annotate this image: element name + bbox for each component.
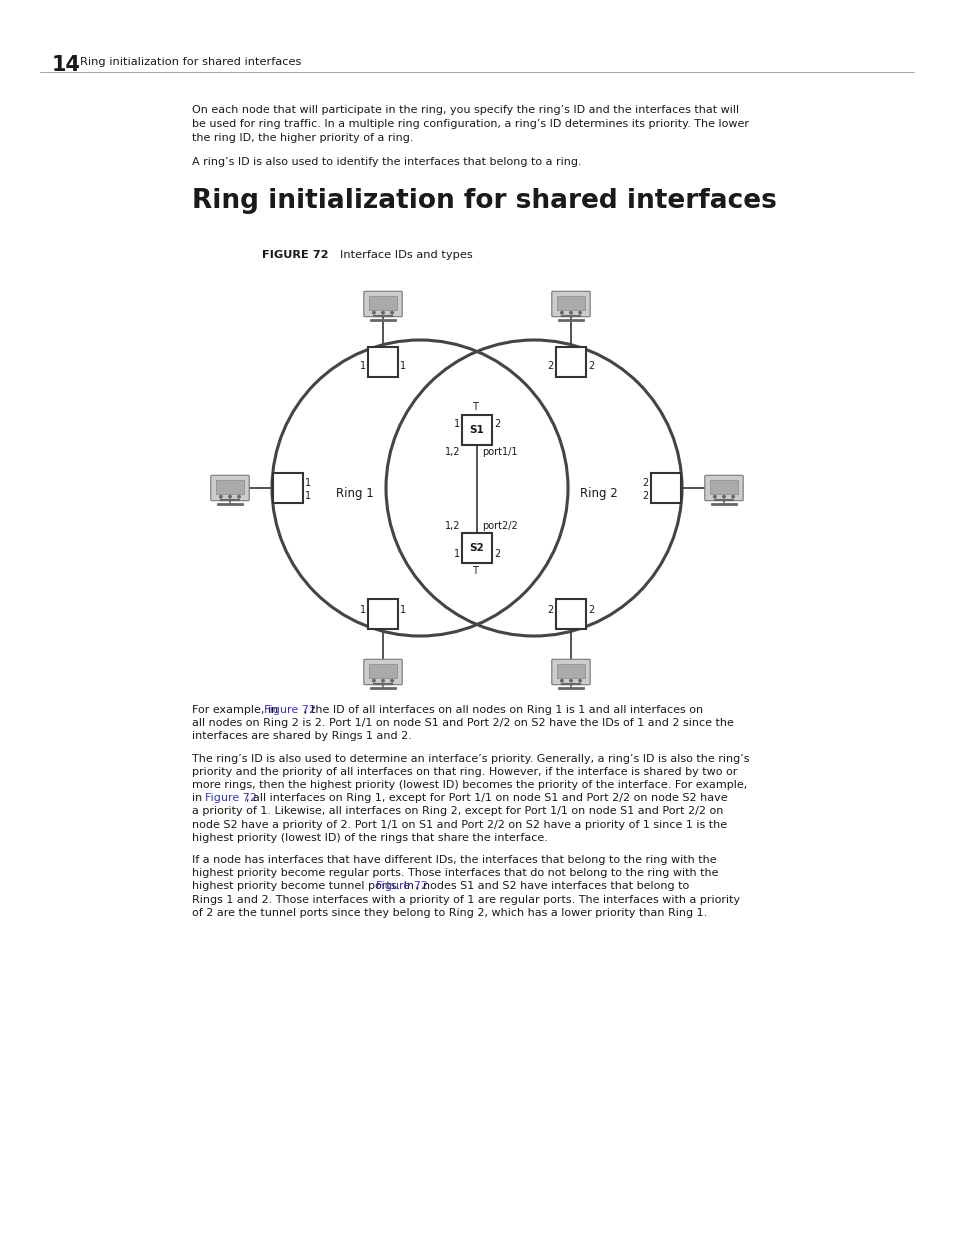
Text: Ring initialization for shared interfaces: Ring initialization for shared interface… — [192, 188, 776, 214]
Circle shape — [391, 311, 393, 314]
Text: Rings 1 and 2. Those interfaces with a priority of 1 are regular ports. The inte: Rings 1 and 2. Those interfaces with a p… — [192, 894, 740, 904]
Circle shape — [569, 311, 572, 314]
Bar — [369, 296, 396, 310]
FancyBboxPatch shape — [363, 291, 402, 316]
Text: S2: S2 — [469, 543, 484, 553]
Text: all nodes on Ring 2 is 2. Port 1/1 on node S1 and Port 2/2 on S2 have the IDs of: all nodes on Ring 2 is 2. Port 1/1 on no… — [192, 719, 733, 729]
Text: 1: 1 — [454, 550, 459, 559]
Circle shape — [722, 495, 724, 498]
Text: , all interfaces on Ring 1, except for Port 1/1 on node S1 and Port 2/2 on node : , all interfaces on Ring 1, except for P… — [246, 793, 726, 803]
Text: 1: 1 — [399, 361, 406, 370]
Text: 2: 2 — [587, 361, 594, 370]
Text: 2: 2 — [547, 605, 554, 615]
Circle shape — [391, 679, 393, 682]
Text: 14: 14 — [52, 56, 81, 75]
Bar — [273, 473, 303, 503]
Text: 2: 2 — [642, 492, 648, 501]
Text: , nodes S1 and S2 have interfaces that belong to: , nodes S1 and S2 have interfaces that b… — [416, 882, 688, 892]
Text: 1: 1 — [454, 419, 459, 429]
Circle shape — [731, 495, 734, 498]
Text: in: in — [192, 793, 206, 803]
Bar — [710, 480, 737, 494]
Text: of 2 are the tunnel ports since they belong to Ring 2, which has a lower priorit: of 2 are the tunnel ports since they bel… — [192, 908, 706, 918]
Text: The ring’s ID is also used to determine an interface’s priority. Generally, a ri: The ring’s ID is also used to determine … — [192, 753, 749, 763]
Text: For example, in: For example, in — [192, 705, 281, 715]
Bar — [461, 534, 492, 563]
Bar — [556, 599, 585, 629]
Circle shape — [237, 495, 240, 498]
Text: If a node has interfaces that have different IDs, the interfaces that belong to : If a node has interfaces that have diffe… — [192, 855, 716, 864]
Text: 2: 2 — [494, 550, 499, 559]
FancyBboxPatch shape — [551, 291, 590, 316]
Text: T: T — [472, 403, 477, 412]
Circle shape — [219, 495, 222, 498]
Text: Figure 72: Figure 72 — [205, 793, 257, 803]
Circle shape — [713, 495, 716, 498]
Text: 2: 2 — [547, 361, 554, 370]
Text: 1,2: 1,2 — [444, 447, 459, 457]
FancyBboxPatch shape — [551, 659, 590, 684]
Text: the ring ID, the higher priority of a ring.: the ring ID, the higher priority of a ri… — [192, 133, 413, 143]
Text: 1: 1 — [359, 361, 366, 370]
Text: highest priority become tunnel ports. In: highest priority become tunnel ports. In — [192, 882, 417, 892]
Circle shape — [578, 679, 580, 682]
Text: Figure 72: Figure 72 — [375, 882, 427, 892]
Bar — [557, 664, 584, 678]
FancyBboxPatch shape — [211, 475, 249, 500]
FancyBboxPatch shape — [363, 659, 402, 684]
Circle shape — [560, 311, 562, 314]
Text: , the ID of all interfaces on all nodes on Ring 1 is 1 and all interfaces on: , the ID of all interfaces on all nodes … — [304, 705, 702, 715]
Circle shape — [578, 311, 580, 314]
Bar — [368, 599, 397, 629]
Text: Ring 1: Ring 1 — [335, 487, 374, 499]
Text: 1: 1 — [399, 605, 406, 615]
Text: T: T — [472, 566, 477, 576]
Text: port1/1: port1/1 — [481, 447, 517, 457]
Text: A ring’s ID is also used to identify the interfaces that belong to a ring.: A ring’s ID is also used to identify the… — [192, 157, 581, 167]
Circle shape — [229, 495, 231, 498]
Bar — [369, 664, 396, 678]
Text: be used for ring traffic. In a multiple ring configuration, a ring’s ID determin: be used for ring traffic. In a multiple … — [192, 119, 748, 128]
Text: 1: 1 — [305, 478, 311, 488]
Text: FIGURE 72: FIGURE 72 — [262, 249, 328, 261]
Bar — [650, 473, 680, 503]
Circle shape — [569, 679, 572, 682]
Circle shape — [381, 679, 384, 682]
Bar — [556, 347, 585, 377]
Text: 2: 2 — [642, 478, 648, 488]
Text: node S2 have a priority of 2. Port 1/1 on S1 and Port 2/2 on S2 have a priority : node S2 have a priority of 2. Port 1/1 o… — [192, 820, 726, 830]
Text: 2: 2 — [494, 419, 499, 429]
Text: interfaces are shared by Rings 1 and 2.: interfaces are shared by Rings 1 and 2. — [192, 731, 412, 741]
Circle shape — [560, 679, 562, 682]
Text: port2/2: port2/2 — [481, 521, 517, 531]
Bar — [461, 415, 492, 445]
Circle shape — [373, 679, 375, 682]
FancyBboxPatch shape — [704, 475, 742, 500]
Text: S1: S1 — [469, 425, 484, 435]
Text: highest priority (lowest ID) of the rings that share the interface.: highest priority (lowest ID) of the ring… — [192, 832, 547, 842]
Text: more rings, then the highest priority (lowest ID) becomes the priority of the in: more rings, then the highest priority (l… — [192, 781, 746, 790]
Text: Ring initialization for shared interfaces: Ring initialization for shared interface… — [80, 57, 301, 67]
Circle shape — [381, 311, 384, 314]
Text: Interface IDs and types: Interface IDs and types — [339, 249, 473, 261]
Bar — [557, 296, 584, 310]
Text: 2: 2 — [587, 605, 594, 615]
Text: 1: 1 — [359, 605, 366, 615]
Text: On each node that will participate in the ring, you specify the ring’s ID and th: On each node that will participate in th… — [192, 105, 739, 115]
Text: 1,2: 1,2 — [444, 521, 459, 531]
Text: a priority of 1. Likewise, all interfaces on Ring 2, except for Port 1/1 on node: a priority of 1. Likewise, all interface… — [192, 806, 722, 816]
Bar — [368, 347, 397, 377]
Circle shape — [373, 311, 375, 314]
Text: Figure 72: Figure 72 — [263, 705, 315, 715]
Text: Ring 2: Ring 2 — [579, 487, 618, 499]
Bar — [216, 480, 243, 494]
Text: highest priority become regular ports. Those interfaces that do not belong to th: highest priority become regular ports. T… — [192, 868, 718, 878]
Text: priority and the priority of all interfaces on that ring. However, if the interf: priority and the priority of all interfa… — [192, 767, 737, 777]
Text: 1: 1 — [305, 492, 311, 501]
